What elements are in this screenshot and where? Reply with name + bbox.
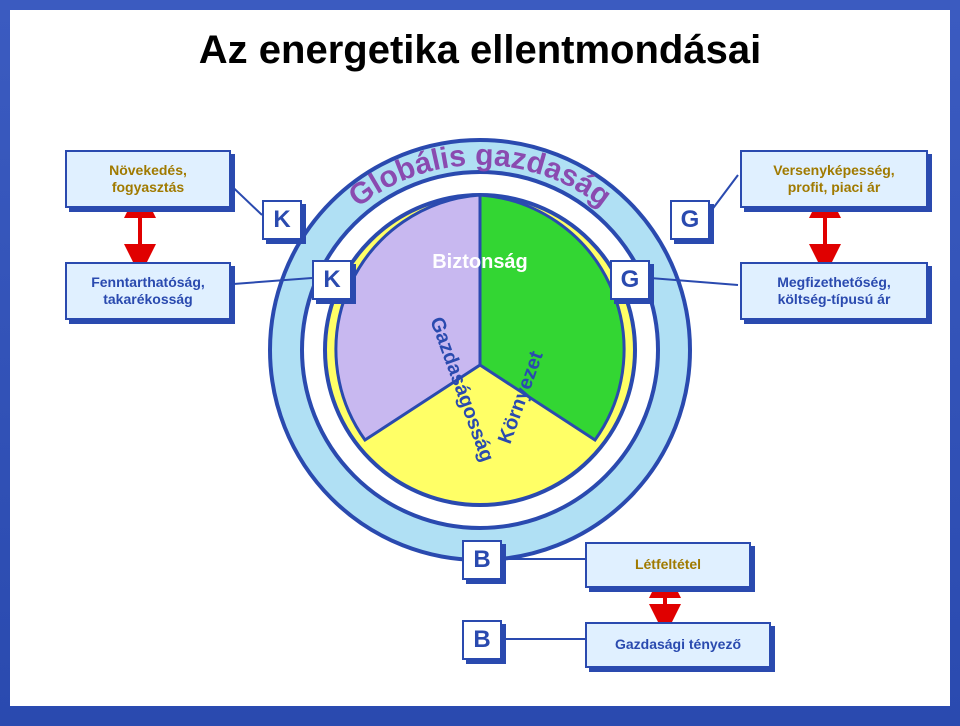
- diagram-svg: Globális gazdaság Társadalom Biztonság G…: [10, 10, 950, 706]
- letter-K2: K: [312, 260, 352, 300]
- letter-B2: B: [462, 620, 502, 660]
- box-bot-left: Fenntarthatóság,takarékosság: [65, 262, 231, 320]
- letter-G1: G: [670, 200, 710, 240]
- box-top-left: Növekedés,fogyasztás: [65, 150, 231, 208]
- slide: Az energetika ellentmondásai Globális ga…: [10, 10, 950, 706]
- letter-G2: G: [610, 260, 650, 300]
- box-low-bottom: Gazdasági tényező: [585, 622, 771, 668]
- box-bot-right: Megfizethetőség,költség-típusú ár: [740, 262, 928, 320]
- box-top-right: Versenyképesség,profit, piaci ár: [740, 150, 928, 208]
- box-mid-bottom: Létfeltétel: [585, 542, 751, 588]
- letter-B1: B: [462, 540, 502, 580]
- triangle-label-top: Biztonság: [432, 251, 528, 273]
- letter-K1: K: [262, 200, 302, 240]
